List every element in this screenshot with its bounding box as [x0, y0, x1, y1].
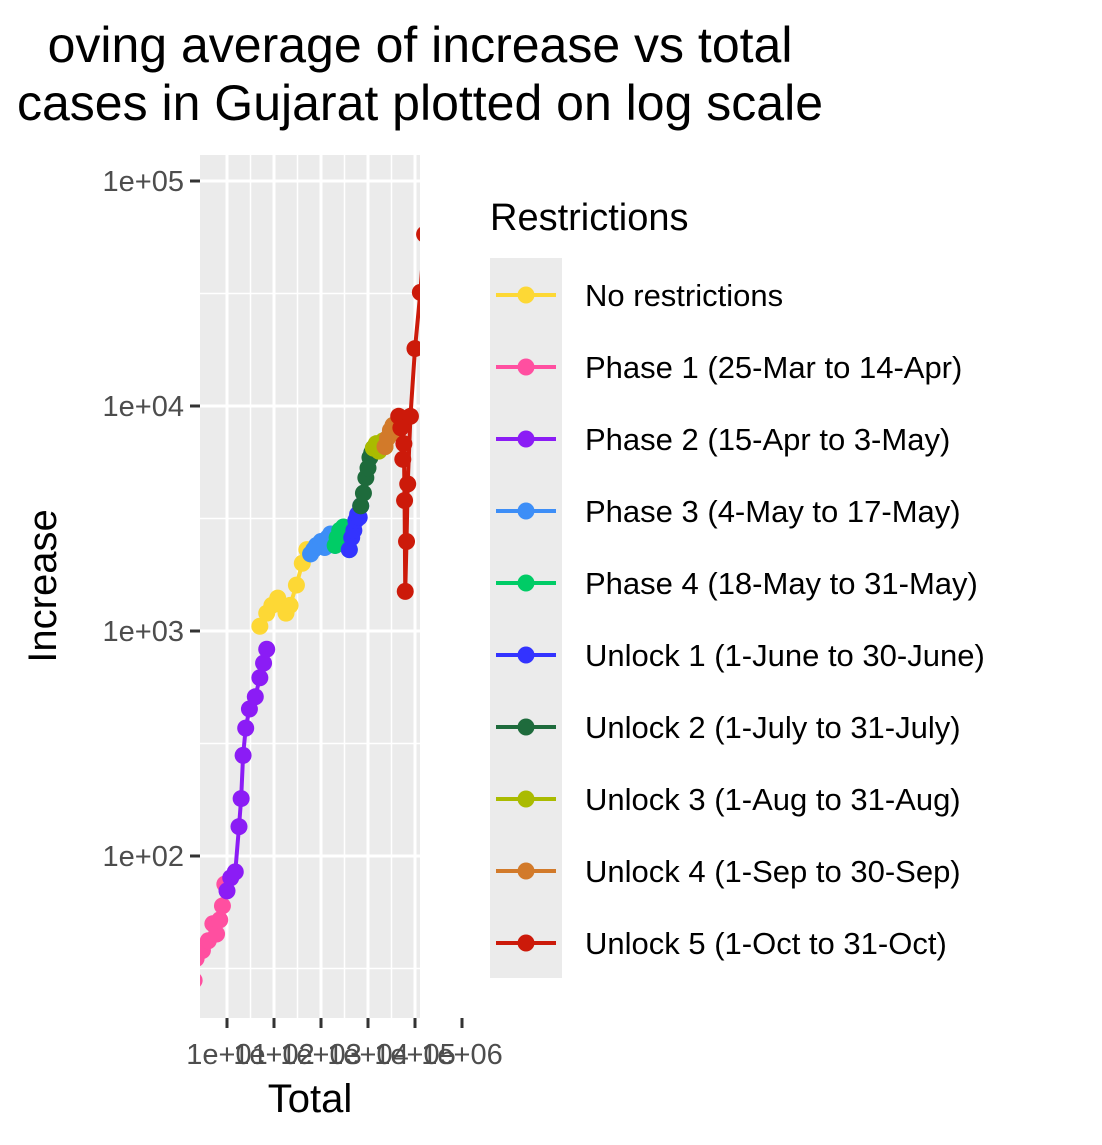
data-point	[406, 340, 420, 358]
legend-item: Unlock 1 (1-June to 30-June)	[496, 638, 985, 673]
legend-label: Unlock 4 (1-Sep to 30-Sep)	[585, 854, 961, 889]
data-point	[421, 201, 438, 218]
data-point	[392, 419, 410, 437]
data-point	[208, 925, 226, 943]
legend-label: Unlock 2 (1-July to 31-July)	[585, 710, 961, 745]
legend-key-point	[517, 502, 535, 520]
legend-key-point	[517, 286, 535, 304]
data-point	[230, 818, 248, 836]
legend-item: Unlock 5 (1-Oct to 31-Oct)	[496, 926, 947, 961]
series-2	[218, 640, 276, 900]
data-point	[237, 719, 255, 737]
legend-item: Unlock 2 (1-July to 31-July)	[496, 710, 961, 745]
data-point	[246, 688, 264, 706]
legend-label: Unlock 5 (1-Oct to 31-Oct)	[585, 926, 947, 961]
x-tick-label: 1e+03	[280, 1039, 361, 1071]
legend-key-point	[517, 430, 535, 448]
legend-key-point	[517, 862, 535, 880]
legend-label: Phase 3 (4-May to 17-May)	[585, 494, 961, 529]
legend-item: Unlock 4 (1-Sep to 30-Sep)	[496, 854, 961, 889]
data-point	[226, 863, 244, 881]
data-point	[232, 790, 250, 808]
legend-label: Unlock 3 (1-Aug to 31-Aug)	[585, 782, 961, 817]
data-point	[200, 974, 203, 987]
y-tick-label: 1e+03	[103, 616, 184, 648]
legend-item: Phase 2 (15-Apr to 3-May)	[496, 422, 950, 457]
y-axis-title: Increase	[21, 509, 65, 662]
data-point	[234, 746, 252, 764]
legend-label: Phase 1 (25-Mar to 14-Apr)	[585, 350, 962, 385]
legend: Restrictions No restrictions Phase 1 (25-…	[490, 197, 985, 978]
data-point	[287, 576, 305, 594]
data-point	[431, 219, 448, 236]
data-point	[429, 194, 446, 211]
data-point	[394, 450, 412, 468]
legend-item: Phase 3 (4-May to 17-May)	[496, 494, 961, 529]
chart-title-line-1: oving average of increase vs total	[48, 17, 793, 73]
data-point	[396, 582, 414, 600]
data-point	[398, 532, 416, 550]
data-point	[352, 497, 370, 515]
data-point	[251, 669, 269, 687]
data-point	[438, 515, 455, 532]
y-axis: 1e+02 1e+03 1e+04 1e+05	[103, 166, 200, 873]
legend-key-point	[517, 646, 535, 664]
data-point	[411, 283, 420, 301]
legend-label: Phase 2 (15-Apr to 3-May)	[585, 422, 950, 457]
data-point	[255, 654, 273, 672]
legend-label: Phase 4 (18-May to 31-May)	[585, 566, 978, 601]
data-point	[437, 408, 454, 425]
x-tick-label: 1e+04	[327, 1039, 408, 1071]
legend-key-point	[517, 718, 535, 736]
data-point	[213, 897, 231, 915]
data-point	[439, 633, 456, 650]
x-tick-label: 1e+06	[421, 1039, 502, 1071]
legend-key-point	[517, 934, 535, 952]
data-point	[441, 882, 458, 899]
legend-key-point	[517, 790, 535, 808]
legend-item: Phase 4 (18-May to 31-May)	[496, 566, 978, 601]
x-axis-title: Total	[268, 1077, 353, 1121]
data-point	[439, 740, 456, 757]
y-tick-label: 1e+02	[103, 841, 184, 873]
data-point	[251, 617, 269, 635]
data-point	[211, 911, 229, 929]
data-point	[425, 188, 442, 205]
data-point	[401, 407, 419, 425]
data-point	[396, 492, 414, 510]
data-point	[258, 640, 276, 658]
data-point	[395, 435, 413, 453]
legend-title: Restrictions	[490, 197, 689, 239]
data-point	[434, 262, 451, 279]
x-tick-label: 1e+02	[233, 1039, 314, 1071]
y-tick-label: 1e+04	[103, 391, 184, 423]
legend-key-point	[517, 358, 535, 376]
y-tick-label: 1e+05	[103, 166, 184, 198]
legend-item: Phase 1 (25-Mar to 14-Apr)	[496, 350, 962, 385]
series-1	[200, 875, 234, 987]
data-point	[281, 596, 299, 614]
legend-key-point	[517, 574, 535, 592]
data-point	[399, 475, 417, 493]
legend-item: Unlock 3 (1-Aug to 31-Aug)	[496, 782, 961, 817]
legend-item: No restrictions	[496, 278, 783, 313]
x-tick-label: 1e+05	[374, 1039, 455, 1071]
series-9	[390, 188, 458, 899]
data-point	[416, 227, 420, 242]
series-layer	[200, 188, 458, 987]
legend-label: No restrictions	[585, 278, 783, 313]
x-tick-label: 1e+01	[186, 1039, 267, 1071]
data-point	[218, 882, 236, 900]
data-point	[354, 484, 372, 502]
data-point	[440, 815, 457, 832]
chart-title-line-2: cases in Gujarat plotted on log scale	[17, 75, 823, 131]
legend-label: Unlock 1 (1-June to 30-June)	[585, 638, 985, 673]
legend-key-background	[490, 258, 562, 978]
